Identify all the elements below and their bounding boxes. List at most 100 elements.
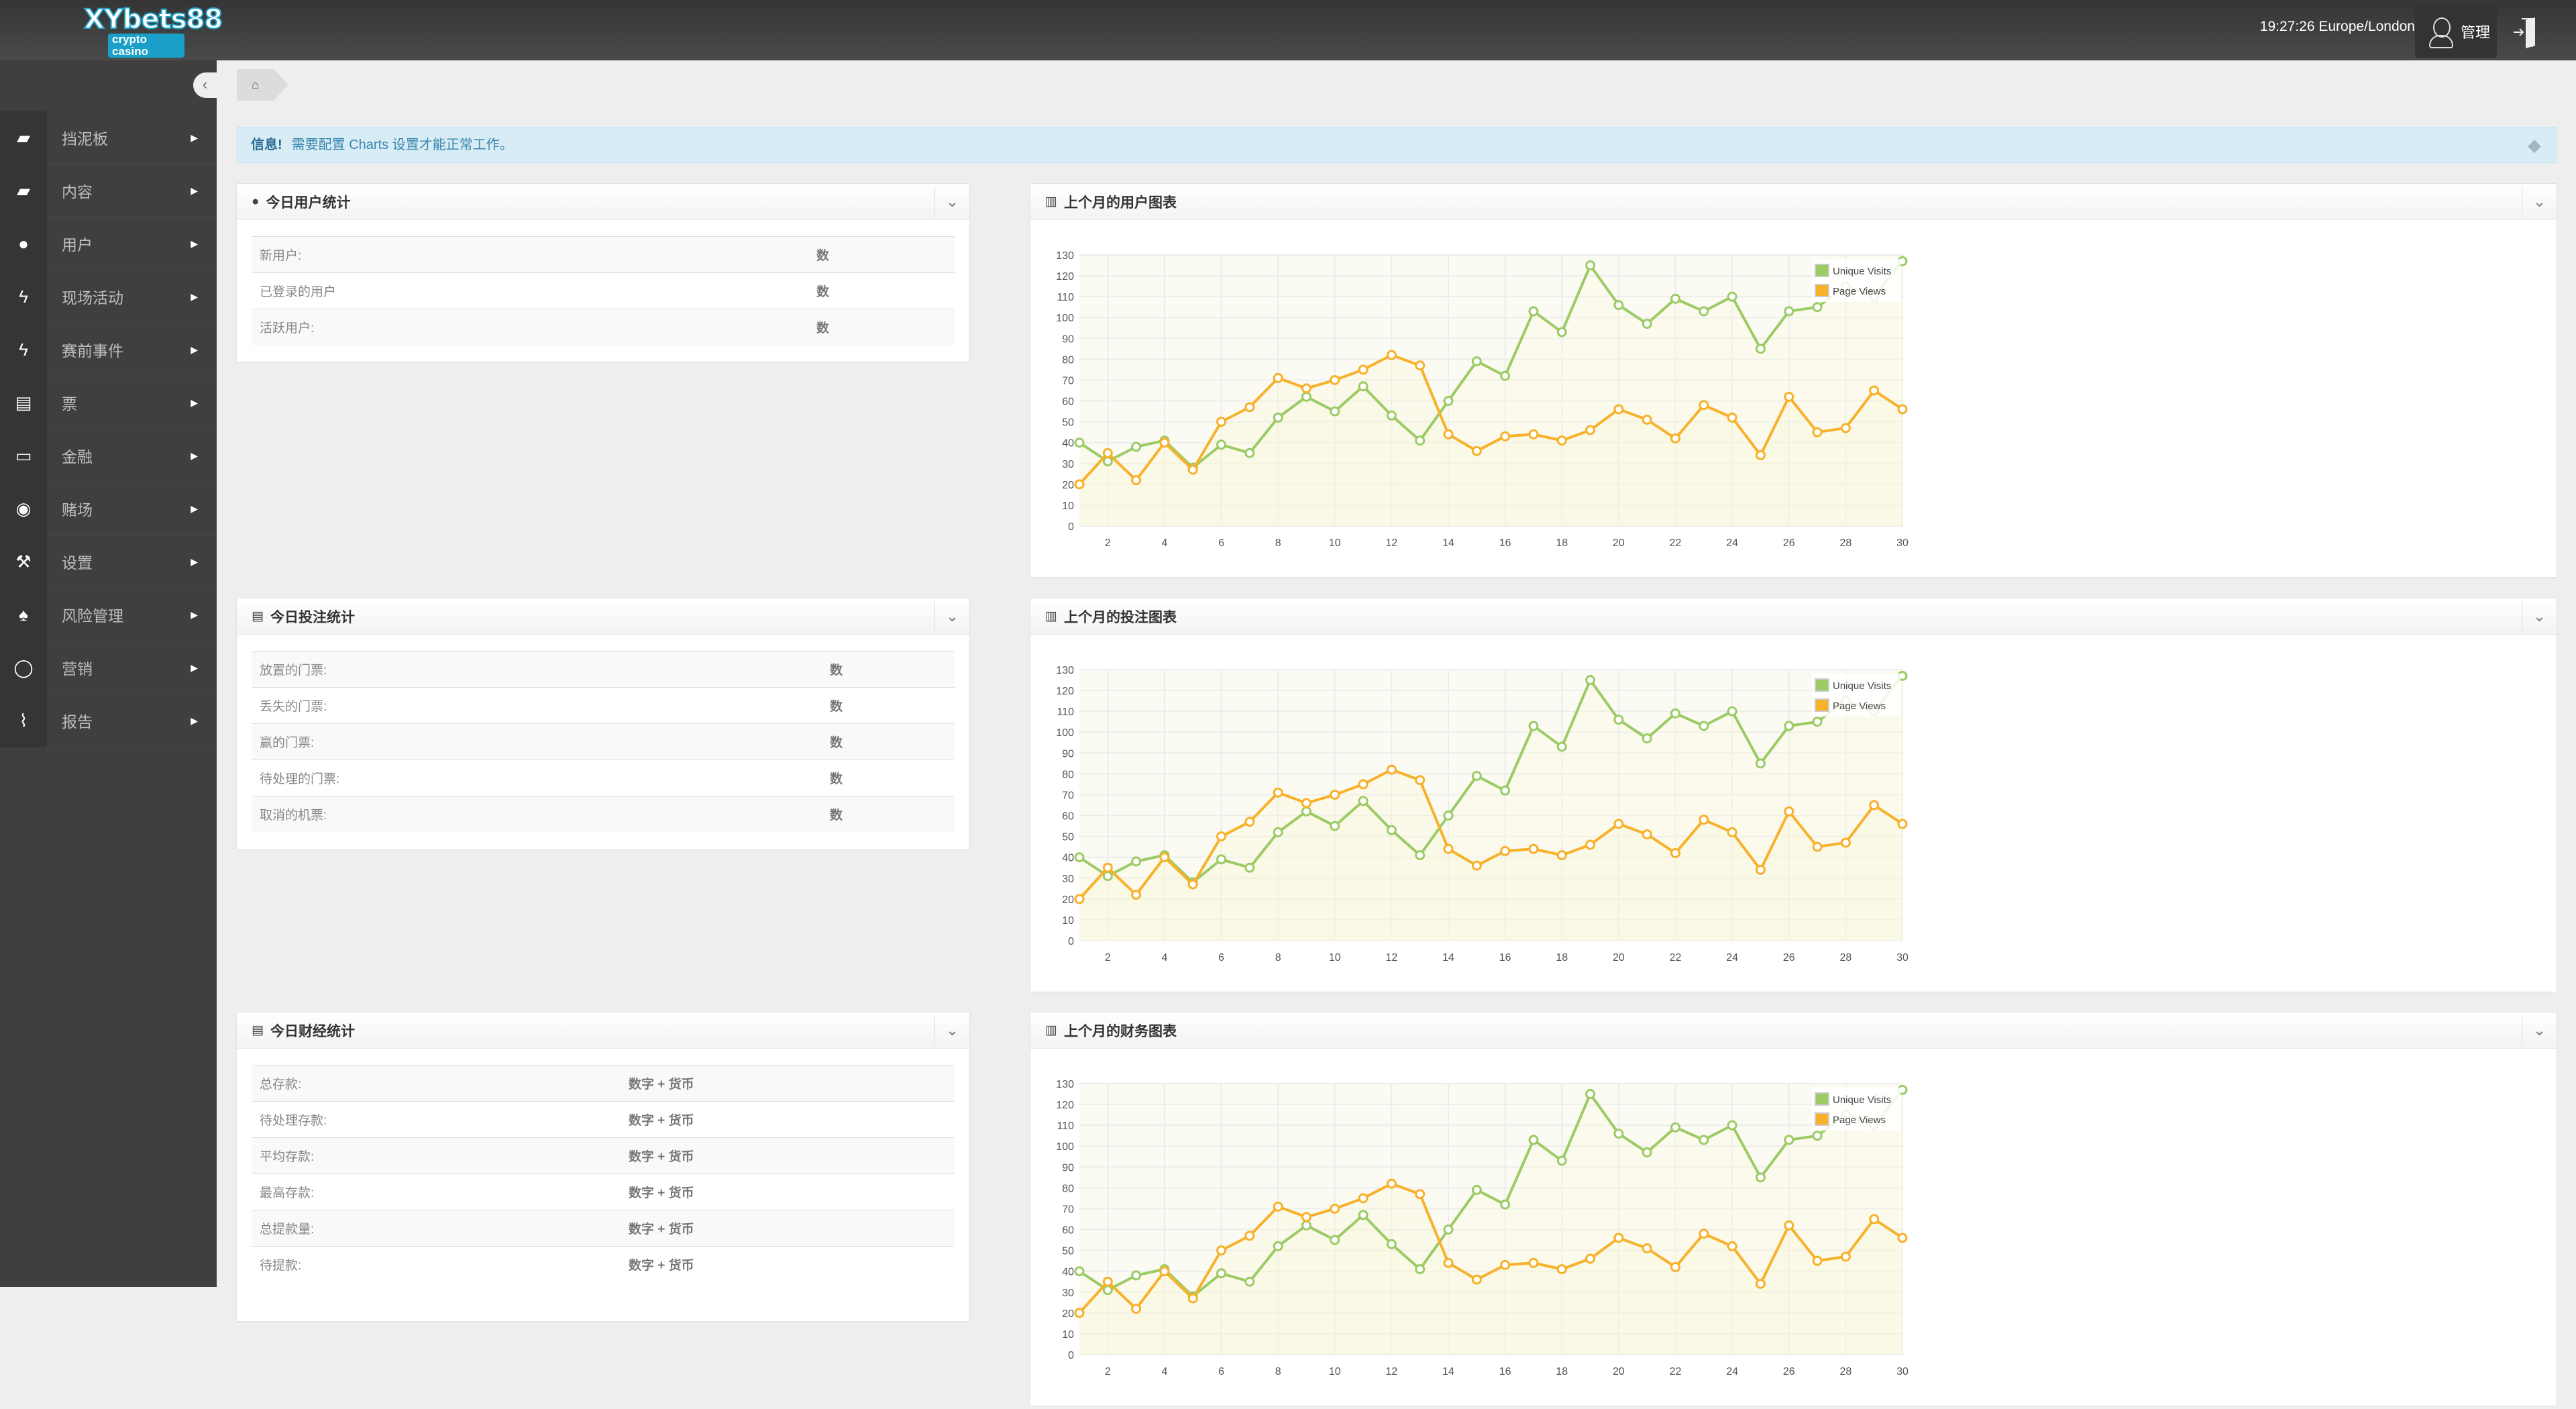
data-point <box>1585 675 1596 686</box>
data-point <box>1727 291 1737 302</box>
data-point <box>1812 1131 1823 1141</box>
sidebar-item[interactable]: ▭ 金融 ▶ <box>0 429 217 482</box>
row-label: 待处理存款: <box>252 1101 621 1138</box>
data-point <box>1812 302 1823 313</box>
data-point <box>1642 415 1652 425</box>
sidebar-collapse-button[interactable]: ‹ <box>193 72 217 98</box>
sidebar-item[interactable]: ◯ 营销 ▶ <box>0 641 217 694</box>
y-tick-label: 0 <box>1068 936 1074 947</box>
x-tick-label: 12 <box>1386 952 1398 963</box>
chevron-down-icon[interactable]: ⌄ <box>934 1015 969 1046</box>
x-tick-label: 2 <box>1105 537 1111 549</box>
y-tick-label: 130 <box>1056 250 1074 262</box>
y-tick-label: 50 <box>1062 832 1074 843</box>
y-tick-label: 60 <box>1062 1225 1074 1237</box>
data-point <box>1074 1266 1085 1277</box>
series-line <box>1078 1182 1904 1314</box>
chevron-down-icon[interactable]: ⌄ <box>2522 601 2557 632</box>
data-point <box>1216 1268 1227 1279</box>
data-point <box>1699 306 1709 317</box>
chevron-down-icon[interactable]: ⌄ <box>934 187 969 217</box>
sidebar-item-label: 内容 <box>62 183 93 201</box>
data-point <box>1301 383 1311 394</box>
data-point <box>1755 864 1766 875</box>
help-icon[interactable]: ◆ <box>2528 135 2541 155</box>
table-row: 平均存款: 数字 + 货币 <box>252 1137 955 1174</box>
caret-right-icon: ▶ <box>191 291 198 302</box>
data-point <box>1897 819 1908 829</box>
user-menu-button[interactable]: 管理 <box>2415 5 2497 58</box>
chevron-down-icon[interactable]: ⌄ <box>934 601 969 632</box>
sidebar-item[interactable]: ▤ 票 ▶ <box>0 376 217 429</box>
y-tick-label: 100 <box>1056 313 1074 324</box>
data-point <box>1159 1266 1170 1277</box>
data-point <box>1273 412 1283 423</box>
table-row: 待处理的门票: 数 <box>252 760 955 796</box>
sidebar-item[interactable]: ♠ 风险管理 ▶ <box>0 588 217 641</box>
data-point <box>1301 391 1311 402</box>
data-point <box>1613 1233 1624 1243</box>
data-point <box>1670 293 1681 304</box>
logo[interactable]: XYbets88 crypto casino <box>83 5 223 58</box>
data-point <box>1556 1264 1567 1275</box>
panel-title: 今日财经统计 <box>270 1023 355 1039</box>
sidebar-item[interactable]: ● 用户 ▶ <box>0 217 217 270</box>
x-tick-label: 22 <box>1670 952 1682 963</box>
data-point <box>1386 1239 1397 1249</box>
sidebar-item[interactable]: ⌇ 报告 ▶ <box>0 694 217 747</box>
row-value: 数 <box>822 651 955 688</box>
data-point <box>1102 448 1113 458</box>
data-point <box>1556 741 1567 752</box>
bar-chart-icon: ▥ <box>1045 195 1057 209</box>
table-row: 取消的机票: 数 <box>252 796 955 833</box>
x-tick-label: 30 <box>1896 1366 1909 1377</box>
data-point <box>1301 798 1311 808</box>
data-point <box>1670 847 1681 858</box>
row-label: 总存款: <box>252 1065 621 1102</box>
logout-door-icon[interactable] <box>2512 16 2539 50</box>
sidebar-menu: ▰ 挡泥板 ▶ ▰ 内容 ▶ ● 用户 ▶ ϟ 现场活动 ▶ ϟ 赛前事件 ▶ ▤ 票 ▶ ▭ 金融 ▶ ◉ 赌场 ▶ ⚒ 设置 ▶… <box>0 111 217 747</box>
sidebar-item[interactable]: ϟ 赛前事件 ▶ <box>0 323 217 376</box>
x-tick-label: 10 <box>1329 537 1341 549</box>
caret-right-icon: ▶ <box>191 715 198 726</box>
data-point <box>1244 1231 1255 1241</box>
legend-label: Page Views <box>1833 700 1886 712</box>
chevron-down-icon[interactable]: ⌄ <box>2522 1015 2557 1046</box>
sidebar-item-label: 设置 <box>62 554 93 572</box>
data-point <box>1471 1274 1482 1285</box>
data-point <box>1500 370 1511 381</box>
data-point <box>1585 839 1596 850</box>
legend-swatch <box>1815 698 1829 712</box>
chevron-down-icon[interactable]: ⌄ <box>2522 187 2557 217</box>
data-point <box>1613 1129 1624 1139</box>
data-point <box>1613 300 1624 311</box>
y-tick-label: 40 <box>1062 1267 1074 1278</box>
sidebar-item[interactable]: ϟ 现场活动 ▶ <box>0 270 217 323</box>
data-point <box>1415 775 1426 786</box>
panel-bet-stats: ▤ 今日投注统计 ⌄ 放置的门票: 数丢失的门票: 数赢的门票: 数待处理的门票: 数取消的… <box>237 598 969 849</box>
data-point <box>1386 350 1397 360</box>
logo-subtitle: crypto casino <box>108 34 184 58</box>
table-row: 待处理存款: 数字 + 货币 <box>252 1101 955 1138</box>
data-point <box>1840 1251 1851 1262</box>
sidebar-item[interactable]: ▰ 内容 ▶ <box>0 164 217 217</box>
row-label: 总提款量: <box>252 1210 621 1247</box>
panel-bets-chart: ▥ 上个月的投注图表 ⌄ 0 10 20 30 40 50 60 70 80 90 100 110 120 13… <box>1030 598 2557 992</box>
sidebar-item[interactable]: ▰ 挡泥板 ▶ <box>0 111 217 164</box>
info-alert: 信息! 需要配置 Charts 设置才能正常工作。 ◆ <box>237 127 2557 163</box>
legend-swatch <box>1815 678 1829 692</box>
bet-stats-table: 放置的门票: 数丢失的门票: 数赢的门票: 数待处理的门票: 数取消的机票: 数 <box>252 651 955 833</box>
x-tick-label: 8 <box>1275 537 1281 549</box>
data-point <box>1131 475 1142 486</box>
user-avatar-icon <box>2428 16 2453 48</box>
data-point <box>1415 435 1426 446</box>
data-point <box>1386 825 1397 835</box>
legend-label: Unique Visits <box>1833 680 1891 692</box>
data-point <box>1699 815 1709 825</box>
data-point <box>1074 437 1085 448</box>
sidebar-item-label: 票 <box>62 395 77 413</box>
sidebar-item[interactable]: ◉ 赌场 ▶ <box>0 482 217 535</box>
sidebar-item[interactable]: ⚒ 设置 ▶ <box>0 535 217 588</box>
home-icon[interactable]: ⌂ <box>237 69 274 101</box>
